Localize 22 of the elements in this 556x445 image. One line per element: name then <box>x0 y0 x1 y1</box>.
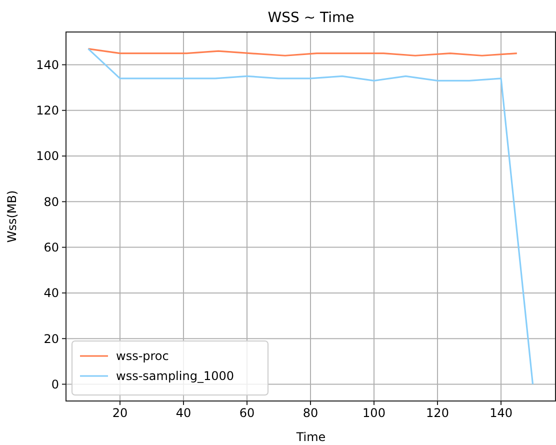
legend-label: wss-sampling_1000 <box>116 369 234 384</box>
y-tick-label: 120 <box>36 104 59 118</box>
legend-label: wss-proc <box>116 349 169 364</box>
line-series <box>87 48 518 56</box>
x-tick-label: 80 <box>302 406 318 420</box>
y-tick-label: 0 <box>51 377 59 392</box>
x-tick-label: 20 <box>112 406 128 420</box>
chart-title: WSS ~ Time <box>268 10 354 26</box>
y-tick-label: 60 <box>44 240 59 255</box>
x-tick-label: 120 <box>426 406 449 420</box>
line-series <box>87 48 534 386</box>
x-tick-label: 40 <box>176 406 192 420</box>
y-tick-label: 100 <box>36 149 59 164</box>
y-tick-label: 20 <box>44 332 59 346</box>
y-tick-label: 80 <box>44 194 59 209</box>
y-axis-title: Wss(MB) <box>5 190 19 243</box>
y-tick-label: 40 <box>44 286 59 300</box>
x-tick-label: 60 <box>239 406 255 420</box>
x-tick-label: 100 <box>362 406 386 420</box>
x-axis-title: Time <box>295 430 326 444</box>
x-tick-label: 140 <box>490 406 512 420</box>
y-tick-label: 140 <box>36 58 59 72</box>
